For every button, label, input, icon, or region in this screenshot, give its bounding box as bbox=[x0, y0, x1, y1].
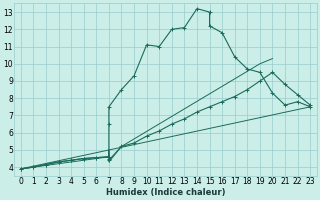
X-axis label: Humidex (Indice chaleur): Humidex (Indice chaleur) bbox=[106, 188, 225, 197]
